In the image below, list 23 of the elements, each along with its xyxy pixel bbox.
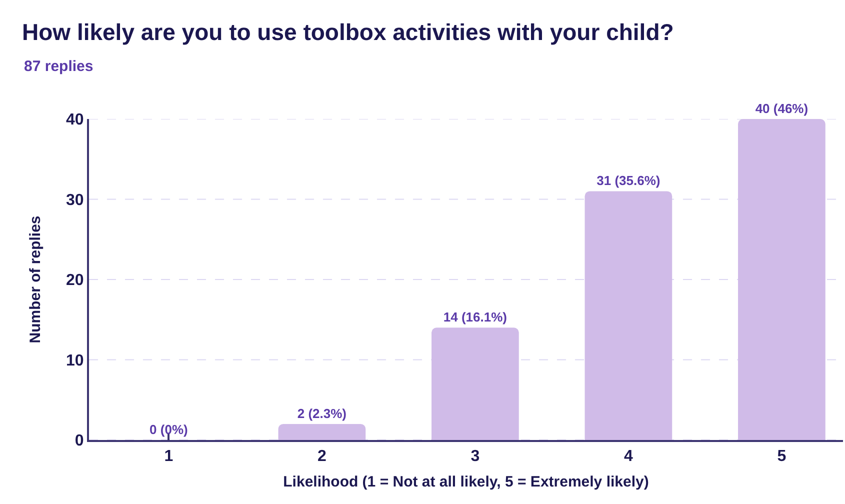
bar — [278, 424, 366, 440]
y-tick-label: 30 — [66, 192, 84, 209]
y-axis-title: Number of replies — [26, 216, 44, 344]
chart-subtitle: 87 replies — [24, 58, 94, 75]
x-axis-title: Likelihood (1 = Not at all likely, 5 = Extremely likely) — [283, 474, 649, 491]
chart-title: How likely are you to use toolbox activities with your child? — [22, 19, 674, 46]
x-tick-label: 2 — [317, 448, 326, 466]
data-label: 14 (16.1%) — [443, 310, 507, 325]
y-tick-label: 10 — [66, 352, 84, 370]
data-label: 40 (46%) — [755, 101, 808, 116]
x-tick-label: 4 — [624, 448, 633, 466]
bar — [432, 328, 519, 440]
bar — [584, 191, 672, 440]
y-tick-label: 40 — [66, 112, 84, 129]
y-tick-label: 20 — [66, 272, 84, 290]
bar — [738, 119, 826, 440]
data-label: 31 (35.6%) — [596, 173, 660, 188]
x-tick-label: 5 — [777, 448, 786, 466]
data-label: 0 (0%) — [150, 422, 188, 437]
x-tick-label: 3 — [470, 448, 480, 466]
x-tick-label: 1 — [164, 448, 174, 466]
y-tick-label: 0 — [74, 432, 84, 450]
data-label: 2 (2.3%) — [297, 406, 347, 421]
